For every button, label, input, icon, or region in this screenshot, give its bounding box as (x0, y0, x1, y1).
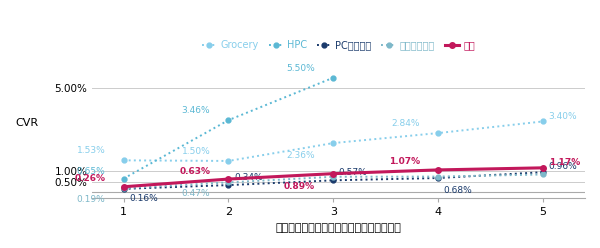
全体 (329, 172, 337, 175)
ビューティー (329, 175, 337, 178)
Line: HPC: HPC (121, 75, 336, 181)
PC周辺機器 (120, 187, 127, 190)
PC周辺機器 (329, 179, 337, 182)
Text: 0.65%: 0.65% (77, 167, 106, 177)
PC周辺機器 (434, 177, 442, 180)
HPC (120, 177, 127, 180)
Text: 0.19%: 0.19% (77, 195, 106, 204)
Grocery (539, 120, 547, 123)
ビューティー (120, 187, 127, 190)
Text: 3.40%: 3.40% (548, 112, 577, 121)
Text: 2.84%: 2.84% (392, 119, 420, 128)
Text: 0.47%: 0.47% (182, 189, 211, 198)
Text: 0.57%: 0.57% (339, 168, 368, 177)
Grocery (329, 142, 337, 145)
ビューティー (539, 173, 547, 176)
Text: 0.26%: 0.26% (74, 174, 106, 183)
ビューティー (225, 181, 232, 184)
Text: 3.46%: 3.46% (182, 106, 211, 115)
Line: PC周辺機器: PC周辺機器 (121, 170, 545, 191)
Text: 0.63%: 0.63% (179, 166, 211, 176)
Text: 0.34%: 0.34% (234, 173, 263, 182)
Line: 全体: 全体 (121, 165, 546, 189)
PC周辺機器 (225, 184, 232, 186)
PC周辺機器 (539, 171, 547, 174)
ビューティー (434, 175, 442, 178)
Text: 5.50%: 5.50% (286, 64, 315, 73)
Text: 1.07%: 1.07% (389, 157, 420, 166)
Text: 0.89%: 0.89% (284, 182, 315, 191)
Line: ビューティー: ビューティー (121, 172, 545, 191)
Y-axis label: CVR: CVR (15, 118, 38, 128)
Text: 2.36%: 2.36% (287, 151, 315, 160)
Text: 1.53%: 1.53% (77, 146, 106, 155)
Legend: Grocery, HPC, PC周辺機器, ビューティー, 全体: Grocery, HPC, PC周辺機器, ビューティー, 全体 (198, 36, 479, 54)
Line: Grocery: Grocery (121, 119, 545, 163)
HPC (329, 76, 337, 79)
Grocery (434, 132, 442, 135)
全体 (225, 178, 232, 181)
HPC (225, 119, 232, 122)
全体 (120, 185, 127, 188)
Text: 1.17%: 1.17% (548, 158, 580, 167)
Text: 0.16%: 0.16% (129, 194, 158, 203)
Grocery (225, 159, 232, 162)
全体 (539, 166, 547, 169)
Text: 0.96%: 0.96% (548, 162, 577, 171)
X-axis label: プライムデー前期間での商品ページ閲覧数: プライムデー前期間での商品ページ閲覧数 (275, 223, 401, 233)
Text: 0.68%: 0.68% (444, 186, 472, 195)
全体 (434, 168, 442, 171)
Grocery (120, 159, 127, 162)
Text: 1.50%: 1.50% (182, 147, 211, 156)
